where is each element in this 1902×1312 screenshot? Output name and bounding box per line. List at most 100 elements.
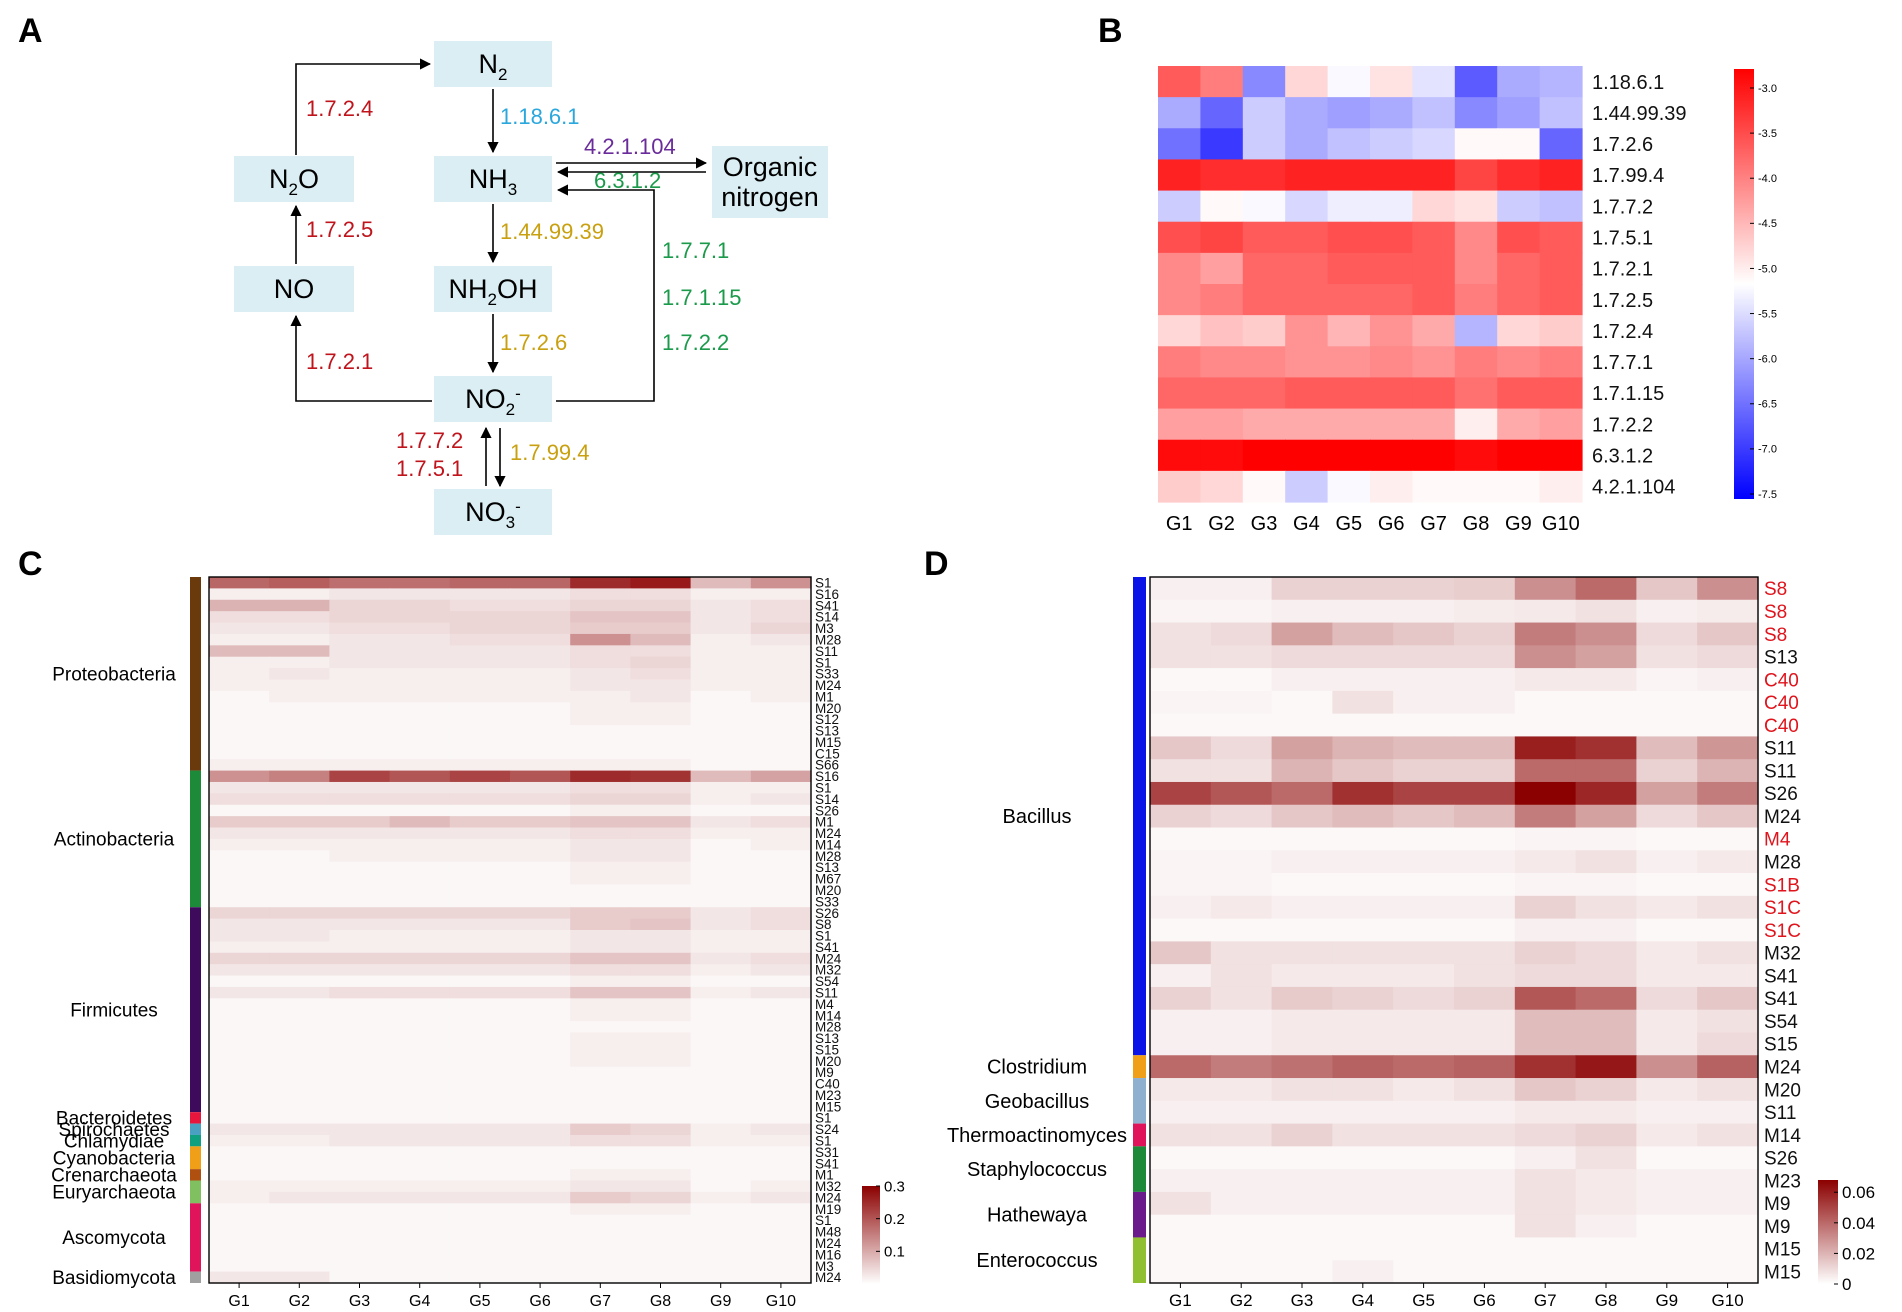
heatmap-cell bbox=[269, 1021, 330, 1034]
heatmap-cell bbox=[329, 1100, 391, 1113]
heatmap-cell bbox=[750, 690, 812, 703]
row-label: 1.7.2.5 bbox=[1592, 290, 1653, 312]
heatmap-cell bbox=[1539, 284, 1583, 316]
heatmap-cell bbox=[1636, 804, 1698, 829]
heatmap-cell bbox=[1271, 804, 1333, 829]
heatmap-cell bbox=[1332, 918, 1394, 942]
heatmap-cell bbox=[269, 1226, 330, 1239]
heatmap-cell bbox=[209, 804, 270, 817]
heatmap-cell bbox=[1393, 690, 1455, 715]
column-label: G8 bbox=[650, 1293, 671, 1310]
heatmap-cell bbox=[630, 611, 692, 624]
heatmap-cell bbox=[1150, 645, 1212, 669]
heatmap-cell bbox=[1636, 622, 1698, 646]
heatmap-cell bbox=[510, 577, 571, 589]
group-bar bbox=[190, 1123, 201, 1135]
row-label: S8 bbox=[1764, 625, 1787, 646]
heatmap-cell bbox=[570, 1157, 631, 1170]
node-n2o-box bbox=[234, 156, 354, 202]
heatmap-cell bbox=[209, 850, 270, 863]
heatmap-cell bbox=[1514, 1169, 1577, 1193]
row-label: M23 bbox=[1764, 1171, 1801, 1192]
heatmap-cell bbox=[209, 816, 270, 829]
group-bar bbox=[1133, 1055, 1146, 1079]
heatmap-cell bbox=[1636, 1100, 1698, 1125]
heatmap-cell bbox=[389, 1260, 451, 1273]
heatmap-cell bbox=[1575, 1146, 1637, 1170]
heatmap-cell bbox=[1539, 221, 1583, 254]
heatmap-cell bbox=[690, 1089, 752, 1102]
heatmap-cell bbox=[690, 918, 752, 931]
heatmap-cell bbox=[570, 622, 631, 635]
heatmap-cell bbox=[1150, 1009, 1212, 1034]
group-bar bbox=[190, 1169, 201, 1181]
heatmap-cell bbox=[329, 770, 391, 783]
heatmap-cell bbox=[209, 838, 270, 851]
heatmap-cell bbox=[449, 577, 511, 589]
heatmap-cell bbox=[1271, 895, 1333, 920]
heatmap-cell bbox=[269, 1089, 330, 1102]
group-label: Ascomycota bbox=[62, 1228, 166, 1249]
heatmap-cell bbox=[1697, 964, 1759, 988]
row-label: 1.7.2.4 bbox=[1592, 321, 1653, 343]
heatmap-cell bbox=[269, 633, 330, 646]
row-label: S26 bbox=[1764, 784, 1798, 805]
heatmap-cell bbox=[750, 1248, 812, 1261]
heatmap-cell bbox=[1514, 804, 1577, 829]
heatmap-cell bbox=[1332, 1260, 1394, 1284]
heatmap-cell bbox=[1575, 781, 1637, 806]
heatmap-cell bbox=[449, 759, 511, 772]
heatmap-cell bbox=[510, 861, 571, 874]
heatmap-cell bbox=[269, 1066, 330, 1079]
heatmap-cell bbox=[1514, 1078, 1577, 1102]
heatmap-cell bbox=[269, 599, 330, 612]
heatmap-cell bbox=[449, 781, 511, 794]
heatmap-cell bbox=[630, 1009, 692, 1022]
group-label: Hathewaya bbox=[987, 1205, 1088, 1227]
heatmap-cell bbox=[630, 1260, 692, 1273]
heatmap-cell bbox=[1539, 439, 1583, 472]
heatmap-cell bbox=[690, 1226, 752, 1239]
heatmap-cell bbox=[209, 1237, 270, 1250]
column-label: G7 bbox=[590, 1293, 611, 1310]
heatmap-cell bbox=[269, 907, 330, 920]
heatmap-cell bbox=[570, 1214, 631, 1227]
heatmap-cell bbox=[449, 1100, 511, 1113]
heatmap-cell bbox=[389, 918, 451, 931]
heatmap-cell bbox=[1697, 781, 1759, 806]
heatmap-cell bbox=[1150, 1191, 1212, 1216]
heatmap-cell bbox=[750, 1169, 812, 1182]
heatmap-cell bbox=[209, 1226, 270, 1239]
heatmap-cell bbox=[630, 702, 692, 715]
heatmap-cell bbox=[1575, 1260, 1637, 1284]
heatmap-cell bbox=[209, 633, 270, 646]
colorbar-tick-label: -3.0 bbox=[1758, 83, 1777, 95]
heatmap-cell bbox=[630, 781, 692, 794]
heatmap-cell bbox=[1271, 622, 1333, 646]
heatmap-cell bbox=[1412, 128, 1456, 161]
row-label: M24 bbox=[815, 678, 842, 693]
heatmap-cell bbox=[389, 645, 451, 658]
heatmap-cell bbox=[690, 1021, 752, 1034]
node-n2o: N2O bbox=[269, 164, 319, 199]
heatmap-cell bbox=[1158, 470, 1201, 503]
heatmap-cell bbox=[1242, 346, 1286, 379]
heatmap-cell bbox=[389, 1226, 451, 1239]
heatmap-cell bbox=[329, 1157, 391, 1170]
heatmap-cell bbox=[1412, 439, 1456, 472]
heatmap-cell bbox=[630, 599, 692, 612]
colorbar-tick-label: 0.06 bbox=[1842, 1183, 1875, 1202]
heatmap-cell bbox=[1497, 346, 1541, 379]
heatmap-cell bbox=[1454, 713, 1516, 738]
heatmap-cell bbox=[269, 1078, 330, 1091]
heatmap-cell bbox=[510, 1169, 571, 1182]
heatmap-cell bbox=[1454, 190, 1498, 223]
heatmap-cell bbox=[570, 838, 631, 851]
heatmap-cell bbox=[1393, 781, 1455, 806]
heatmap-cell bbox=[1497, 66, 1541, 98]
panel-label-d: D bbox=[924, 545, 949, 583]
heatmap-cell bbox=[690, 588, 752, 601]
heatmap-cell bbox=[1285, 470, 1329, 503]
heatmap-cell bbox=[1393, 736, 1455, 760]
heatmap-cell bbox=[570, 1180, 631, 1193]
